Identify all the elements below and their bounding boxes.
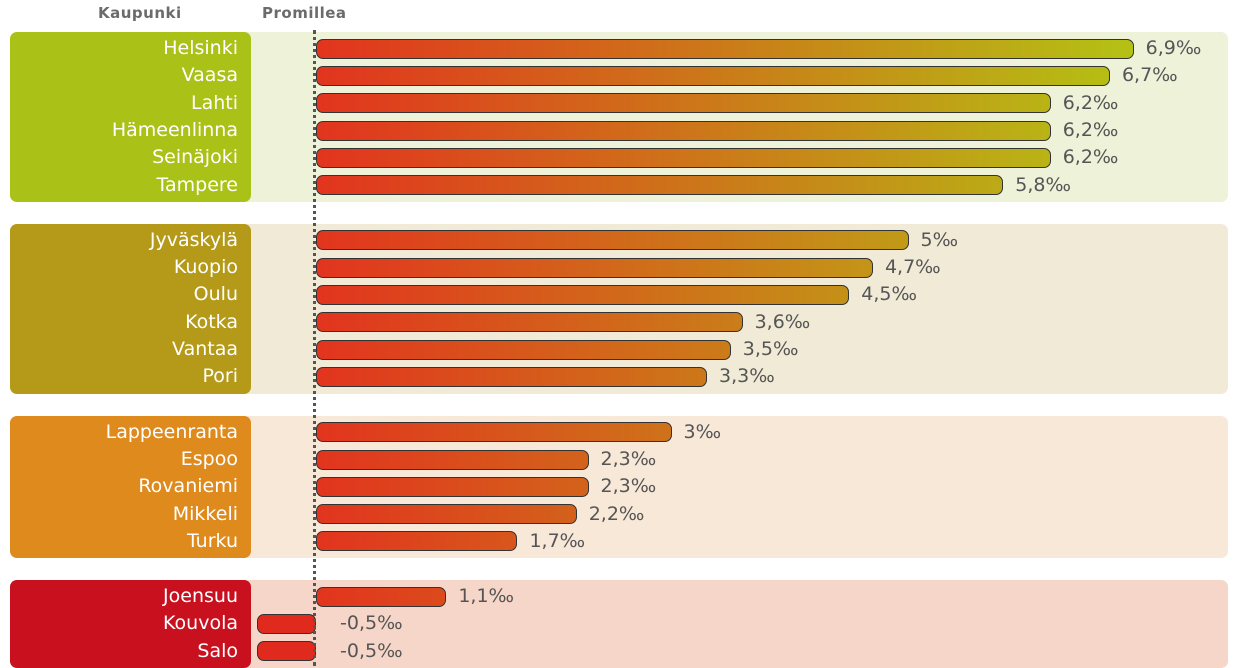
- bar: [316, 285, 850, 306]
- city-label: Lahti: [191, 91, 238, 114]
- value-label: 6,7‰: [1121, 64, 1178, 87]
- city-label: Kuopio: [173, 256, 238, 279]
- zero-axis-line: [313, 30, 316, 666]
- value-label: 6,2‰: [1062, 91, 1119, 114]
- city-label: Vantaa: [172, 338, 238, 360]
- value-label: -0,5‰: [340, 639, 403, 662]
- city-label: Vaasa: [181, 64, 238, 87]
- bar: [256, 641, 316, 662]
- city-label: Kotka: [185, 310, 238, 333]
- city-label: Jyväskylä: [149, 228, 238, 251]
- bar: [316, 257, 873, 278]
- city-label: Lappeenranta: [105, 420, 238, 443]
- bar: [316, 312, 743, 333]
- city-label: Espoo: [180, 447, 238, 470]
- value-label: -0,5‰: [340, 612, 403, 635]
- city-label: Helsinki: [163, 37, 238, 59]
- city-label: Seinäjoki: [152, 146, 238, 169]
- value-label: 4,5‰: [861, 283, 917, 306]
- bar: [316, 476, 589, 497]
- bar: [316, 366, 708, 387]
- value-label: 6,2‰: [1062, 146, 1119, 169]
- group-label-box: [10, 32, 251, 202]
- value-label: 6,2‰: [1062, 118, 1119, 141]
- group-label-box: [10, 580, 251, 668]
- value-label: 3,6‰: [754, 310, 811, 333]
- city-label: Kouvola: [163, 612, 238, 635]
- value-label: 1,7‰: [529, 529, 586, 552]
- city-label: Rovaniemi: [138, 475, 238, 498]
- city-label: Salo: [197, 639, 238, 662]
- bar: [316, 339, 731, 360]
- bar: [316, 147, 1051, 168]
- bar: [316, 230, 909, 251]
- city-label: Oulu: [193, 283, 238, 306]
- value-label: 1,1‰: [458, 585, 515, 608]
- value-label: 2,2‰: [588, 502, 645, 525]
- bar: [316, 120, 1051, 141]
- bar: [316, 93, 1051, 114]
- value-label: 4,7‰: [884, 256, 941, 279]
- column-header-value: Promillea: [262, 4, 347, 22]
- city-label: Hämeenlinna: [111, 118, 238, 141]
- value-label: 3,3‰: [719, 365, 775, 388]
- bar: [316, 422, 672, 443]
- value-label: 6,9‰: [1145, 37, 1202, 59]
- bar: [316, 38, 1134, 59]
- value-label: 3‰: [683, 420, 722, 443]
- bar: [316, 586, 447, 607]
- city-label: Pori: [202, 365, 239, 388]
- column-header-city: Kaupunki: [98, 4, 182, 22]
- city-label: Tampere: [156, 173, 238, 196]
- bar: [256, 614, 316, 635]
- bar: [316, 65, 1110, 86]
- group-label-box: [10, 223, 251, 394]
- bar: [316, 449, 589, 470]
- value-label: 5‰: [920, 228, 959, 251]
- bar: [316, 504, 577, 525]
- city-label: Turku: [186, 529, 238, 552]
- value-label: 2,3‰: [600, 447, 657, 470]
- bar: [316, 531, 518, 552]
- city-label: Joensuu: [163, 585, 238, 608]
- bar: [316, 175, 1004, 196]
- city-label: Mikkeli: [172, 502, 238, 525]
- value-label: 5,8‰: [1015, 173, 1072, 196]
- value-label: 2,3‰: [600, 475, 657, 498]
- group-label-box: [10, 415, 251, 559]
- value-label: 3,5‰: [742, 338, 799, 360]
